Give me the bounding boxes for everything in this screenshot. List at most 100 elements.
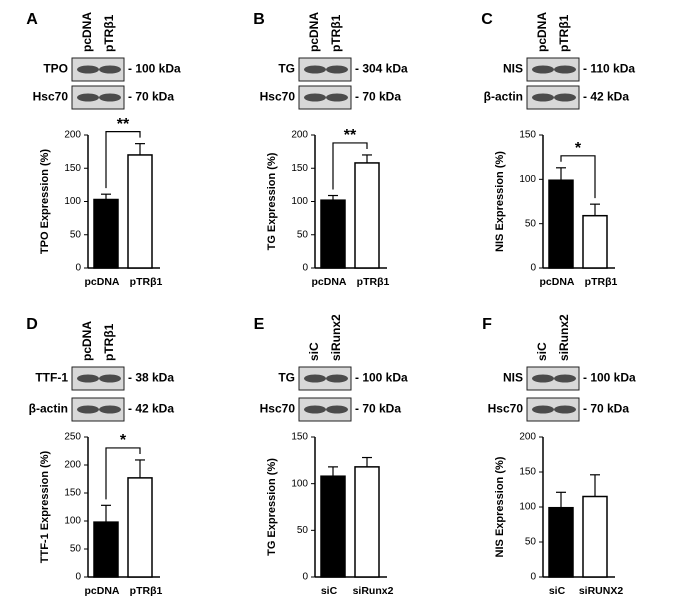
x-tick-label: pcDNA — [311, 276, 346, 288]
blot-size: - 100 kDa — [128, 62, 181, 76]
y-axis-label: TTF-1 Expression (%) — [39, 450, 51, 563]
blot-band — [554, 65, 576, 74]
blot-protein: NIS — [503, 371, 523, 385]
blot-band — [532, 374, 554, 383]
lane-label: siRunx2 — [557, 314, 571, 361]
blot-band — [554, 374, 576, 383]
significance-label: ** — [344, 127, 357, 144]
significance-label: ** — [117, 116, 130, 133]
blot-band — [304, 405, 326, 414]
blot-protein: TG — [278, 62, 295, 76]
panel-letter: F — [482, 316, 492, 333]
blot-band — [554, 93, 576, 102]
significance-bracket — [332, 142, 368, 190]
lane-label: pTRβ1 — [102, 14, 116, 52]
y-axis-label: NIS Expression (%) — [494, 151, 506, 252]
y-tick-label: 0 — [530, 572, 536, 583]
y-axis-label: TG Expression (%) — [266, 458, 278, 556]
y-tick-label: 100 — [291, 478, 308, 489]
blot-band — [532, 93, 554, 102]
bar — [127, 154, 153, 269]
significance-label: * — [120, 432, 127, 449]
blot-protein: β-actin — [484, 90, 523, 104]
blot-protein: NIS — [503, 62, 523, 76]
lane-label: pTRβ1 — [329, 14, 343, 52]
significance-bracket — [105, 447, 141, 500]
blot-band — [77, 93, 99, 102]
blot-band — [326, 374, 348, 383]
bar — [320, 199, 346, 269]
lane-label: pcDNA — [535, 12, 549, 52]
x-tick-label: siRunx2 — [353, 585, 394, 597]
y-tick-label: 200 — [291, 130, 308, 141]
bar — [548, 506, 574, 578]
x-tick-label: pTRβ1 — [130, 585, 163, 597]
lane-label: pcDNA — [307, 12, 321, 52]
blot-band — [554, 405, 576, 414]
blot-band — [99, 65, 121, 74]
blot-size: - 110 kDa — [583, 62, 635, 76]
x-tick-label: pTRβ1 — [130, 276, 163, 288]
blot-band — [99, 405, 121, 414]
lane-label: siRunx2 — [329, 314, 343, 361]
lane-label: pcDNA — [80, 321, 94, 361]
x-tick-label: pcDNA — [539, 276, 574, 288]
blot-size: - 304 kDa — [355, 62, 408, 76]
blot-protein: TG — [278, 371, 295, 385]
x-tick-label: siC — [321, 585, 338, 597]
y-tick-label: 150 — [291, 432, 308, 443]
y-tick-label: 250 — [64, 432, 81, 443]
y-tick-label: 200 — [64, 130, 81, 141]
blot-band — [99, 374, 121, 383]
y-tick-label: 150 — [519, 130, 536, 141]
panel-letter: E — [254, 316, 265, 333]
blot-band — [326, 93, 348, 102]
blot-protein: Hsc70 — [33, 90, 69, 104]
blot-size: - 70 kDa — [583, 402, 629, 416]
blot-band — [304, 374, 326, 383]
y-tick-label: 0 — [302, 572, 308, 583]
blot-band — [304, 93, 326, 102]
y-tick-label: 50 — [525, 218, 537, 229]
bar — [127, 477, 153, 578]
panel-letter: D — [26, 316, 38, 333]
x-tick-label: siC — [549, 585, 566, 597]
y-tick-label: 50 — [297, 525, 309, 536]
x-tick-label: pTRβ1 — [585, 276, 618, 288]
blot-size: - 70 kDa — [355, 90, 401, 104]
y-tick-label: 0 — [302, 263, 308, 274]
bar — [354, 162, 380, 269]
blot-protein: Hsc70 — [488, 402, 524, 416]
y-tick-label: 150 — [519, 467, 536, 478]
blot-band — [304, 65, 326, 74]
y-tick-label: 100 — [64, 196, 81, 207]
significance-bracket — [105, 131, 141, 189]
y-tick-label: 100 — [519, 174, 536, 185]
blot-protein: Hsc70 — [260, 402, 296, 416]
y-tick-label: 100 — [519, 502, 536, 513]
blot-protein: Hsc70 — [260, 90, 296, 104]
blot-band — [326, 405, 348, 414]
y-tick-label: 200 — [64, 460, 81, 471]
lane-label: pTRβ1 — [557, 14, 571, 52]
lane-label: siC — [307, 342, 321, 361]
blot-band — [77, 374, 99, 383]
y-tick-label: 100 — [64, 516, 81, 527]
blot-protein: TTF-1 — [35, 371, 68, 385]
blot-band — [77, 405, 99, 414]
lane-label: pcDNA — [80, 12, 94, 52]
bar — [582, 495, 608, 578]
blot-size: - 70 kDa — [355, 402, 401, 416]
panel-letter: A — [26, 11, 38, 28]
bar — [93, 521, 119, 578]
blot-size: - 70 kDa — [128, 90, 174, 104]
x-tick-label: siRUNX2 — [579, 585, 624, 597]
y-tick-label: 150 — [291, 163, 308, 174]
y-tick-label: 50 — [70, 229, 82, 240]
blot-size: - 100 kDa — [583, 371, 636, 385]
x-tick-label: pcDNA — [84, 585, 119, 597]
y-tick-label: 50 — [297, 229, 309, 240]
y-tick-label: 50 — [525, 537, 537, 548]
lane-label: pTRβ1 — [102, 323, 116, 361]
